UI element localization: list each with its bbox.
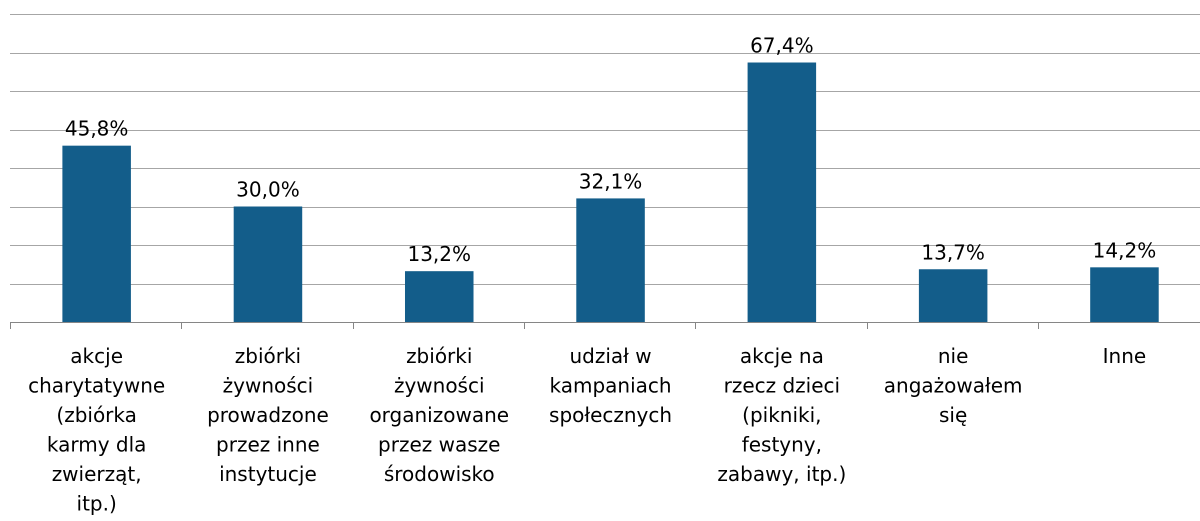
bar [404,271,474,322]
x-tick-label-line: się [939,403,967,427]
x-tick-label-line: udział w [570,344,652,368]
x-tick-label-line: akcje [70,344,123,368]
x-tick-label-line: żywności [394,374,485,398]
x-tick-label: Inne [1103,344,1147,368]
x-tick-label-line: społecznych [549,403,672,427]
x-tick-label-line: rzecz dzieci [724,374,840,398]
x-tick-label-line: (pikniki, [742,403,821,427]
x-tick-label-line: festyny, [742,433,822,457]
value-label: 13,7% [921,240,985,264]
x-tick-label-line: akcje na [740,344,824,368]
x-tick-label-line: przez inne [216,433,320,457]
x-tick-label-line: charytatywne [28,374,165,398]
bar [918,269,988,322]
x-tick-label-line: Inne [1103,344,1147,368]
x-tick-label-line: angażowałem [884,374,1023,398]
x-tick-label: udział w kampaniach społecznych [549,344,672,427]
bar [233,206,303,322]
bar [747,62,817,322]
x-tick-label-line: zabawy, itp.) [717,462,846,486]
x-tick-label-line: itp.) [77,492,117,516]
x-tick-label-line: karmy dla [47,433,147,457]
x-tick-label: zbiórki żywności organizowane przez wasze śr… [369,344,509,486]
x-tick-label-line: zwierząt, [52,462,142,486]
x-tick-label: akcje na rzecz dzieci (pikniki, festyny, zab… [717,344,846,486]
x-tick-label-line: organizowane [369,403,509,427]
x-tick-label-line: nie [938,344,969,368]
x-tick-label: nie angażowałem się [884,344,1023,427]
value-label: 45,8% [65,117,129,141]
x-tick-label-line: zbiórki [235,344,301,368]
x-tick-label-line: środowisko [384,462,495,486]
value-label: 67,4% [750,34,814,58]
bar [1090,267,1159,322]
x-tick-label: akcje charytatywne (zbiórka karmy dla zwierz… [28,344,165,516]
x-tick-label-line: instytucje [219,462,317,486]
bar [62,145,131,322]
x-tick-label-line: prowadzone [207,403,329,427]
x-tick-label-line: zbiórki [406,344,472,368]
x-tick-label-line: kampaniach [550,374,672,398]
x-tick-label-line: przez wasze [378,433,500,457]
value-label: 13,2% [407,242,471,266]
value-label: 32,1% [579,169,643,193]
value-label: 14,2% [1093,238,1157,262]
x-tick-label-line: (zbiórka [56,403,137,427]
bar [576,198,645,322]
x-tick-label-line: żywności [223,374,314,398]
x-tick-label: zbiórki żywności prowadzone przez inne insty… [207,344,329,486]
value-label: 30,0% [236,178,300,202]
